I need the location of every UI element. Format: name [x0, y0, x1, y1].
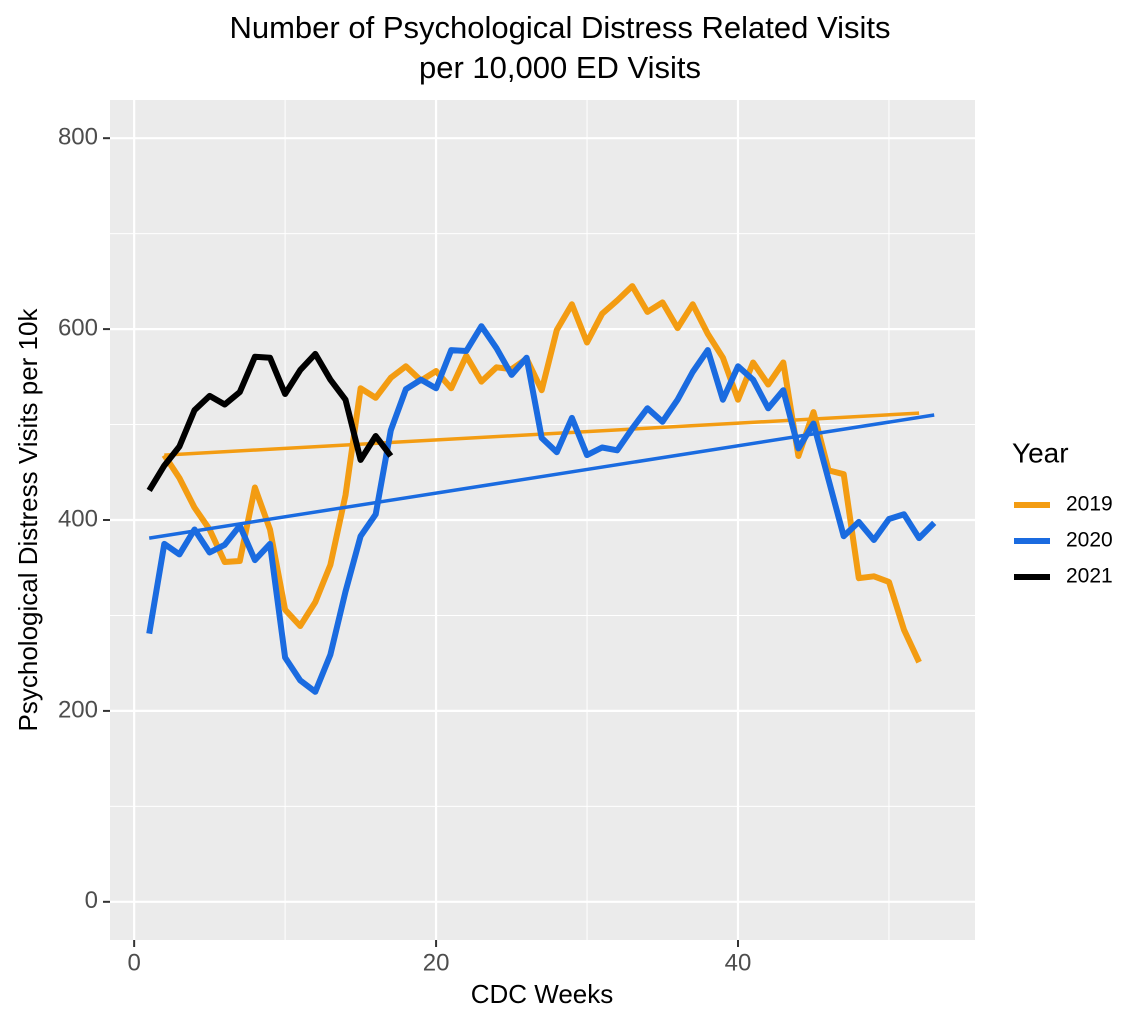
- y-tick-label: 600: [58, 314, 98, 341]
- y-tick-label: 800: [58, 124, 98, 151]
- legend-label: 2020: [1066, 529, 1113, 552]
- chart-subtitle: per 10,000 ED Visits: [419, 50, 701, 85]
- legend-label: 2019: [1066, 493, 1113, 516]
- x-axis-title: CDC Weeks: [471, 979, 614, 1009]
- x-tick-label: 0: [127, 949, 140, 976]
- chart-title: Number of Psychological Distress Related…: [229, 10, 890, 45]
- y-tick-label: 0: [85, 887, 98, 914]
- legend-label: 2021: [1066, 565, 1113, 588]
- x-tick-label: 40: [725, 949, 752, 976]
- legend-title: Year: [1012, 437, 1069, 468]
- y-tick-label: 200: [58, 696, 98, 723]
- series-line: [146, 350, 394, 492]
- y-axis-title: Psychological Distress Visits per 10k: [13, 308, 43, 732]
- series-line: [146, 323, 937, 695]
- x-tick-label: 20: [423, 949, 450, 976]
- y-tick-label: 400: [58, 505, 98, 532]
- trend-line: [148, 413, 935, 540]
